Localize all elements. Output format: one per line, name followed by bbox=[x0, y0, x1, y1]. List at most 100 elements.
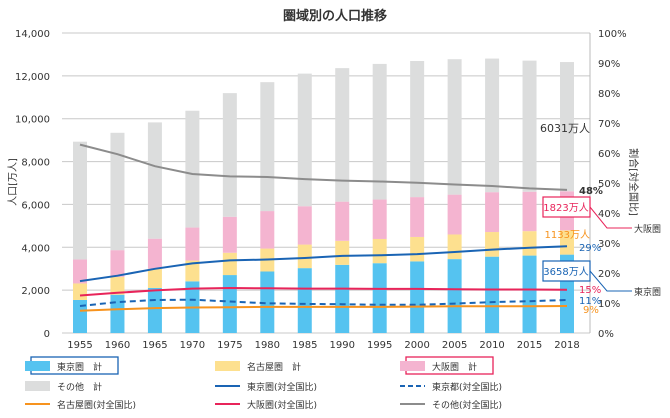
bar-segment bbox=[185, 260, 200, 282]
legend-swatch bbox=[25, 361, 50, 371]
bar-segment bbox=[110, 132, 125, 251]
y-right-tick-label: 20% bbox=[598, 269, 620, 280]
bar-segment bbox=[147, 268, 162, 288]
legend-label: 名古屋圏 計 bbox=[247, 361, 301, 373]
bar-segment bbox=[485, 232, 500, 257]
bar-segment bbox=[335, 240, 350, 265]
legend-label: 東京都(対全国比) bbox=[432, 381, 502, 393]
bar-segment bbox=[335, 201, 350, 241]
bar-segment bbox=[147, 122, 162, 239]
x-tick-label: 1955 bbox=[67, 340, 92, 351]
bar-segment bbox=[522, 255, 537, 333]
series-line bbox=[79, 298, 568, 307]
y-tick-label: 2,000 bbox=[21, 286, 50, 297]
chart-title: 圏域別の人口推移 bbox=[283, 8, 387, 24]
bar-segment bbox=[222, 93, 237, 217]
tokyo-total-label: 3658万人 bbox=[543, 266, 588, 278]
y-tick-label: 12,000 bbox=[15, 72, 50, 83]
bar-segment bbox=[447, 194, 462, 235]
osaka-pct-label: 15% bbox=[579, 285, 601, 296]
bar-segment bbox=[372, 199, 387, 239]
bar-segment bbox=[260, 271, 275, 333]
legend-label: その他(対全国比) bbox=[432, 399, 502, 411]
y-right-tick-label: 30% bbox=[598, 239, 620, 250]
bar-segment bbox=[110, 250, 125, 277]
x-tick-label: 1970 bbox=[180, 340, 205, 351]
legend-label: 東京圏(対全国比) bbox=[247, 381, 317, 393]
bar-segment bbox=[485, 58, 500, 193]
bar-segment bbox=[560, 62, 574, 192]
y-right-tick-label: 90% bbox=[598, 59, 620, 70]
bar-segment bbox=[222, 275, 237, 333]
bar-segment bbox=[522, 191, 537, 232]
y-right-tick-label: 80% bbox=[598, 89, 620, 100]
bar-segment bbox=[73, 283, 87, 300]
legend-label: 大阪圏 計 bbox=[432, 361, 477, 373]
bar-segment bbox=[560, 230, 574, 255]
osaka-total-label: 1823万人 bbox=[543, 202, 588, 214]
bar-segment bbox=[335, 68, 350, 202]
bar-segment bbox=[260, 82, 275, 212]
x-tick-label: 2015 bbox=[517, 340, 542, 351]
bar-segment bbox=[410, 261, 425, 333]
x-tick-label: 1975 bbox=[217, 340, 242, 351]
bar-segment bbox=[147, 287, 162, 333]
bar-segment bbox=[485, 256, 500, 333]
bar-segment bbox=[297, 268, 312, 333]
y-tick-label: 8,000 bbox=[21, 158, 50, 169]
bar-segment bbox=[485, 192, 500, 233]
bar-segment bbox=[110, 294, 125, 333]
bar-segment bbox=[110, 276, 125, 295]
y-tick-label: 6,000 bbox=[21, 200, 50, 211]
y-right-tick-label: 70% bbox=[598, 119, 620, 130]
series-line bbox=[79, 143, 568, 191]
x-tick-label: 1960 bbox=[105, 340, 130, 351]
legend-swatch bbox=[25, 381, 50, 391]
nagoya-total-label: 1133万人 bbox=[545, 229, 590, 241]
x-tick-label: 1965 bbox=[142, 340, 167, 351]
x-tick-label: 2018 bbox=[554, 340, 579, 351]
bar-segment bbox=[372, 263, 387, 333]
bar-segment bbox=[147, 238, 162, 269]
x-tick-label: 1980 bbox=[255, 340, 280, 351]
bar-segment bbox=[372, 63, 387, 200]
bar-segment bbox=[73, 299, 87, 333]
y-right-tick-label: 0% bbox=[598, 329, 614, 340]
tokyo-callout-label: 東京圏 bbox=[634, 286, 661, 298]
legend-label: 大阪圏(対全国比) bbox=[247, 399, 317, 411]
bar-segment bbox=[297, 244, 312, 269]
bar-segment bbox=[297, 73, 312, 207]
x-tick-label: 1990 bbox=[330, 340, 355, 351]
legend-label: 名古屋圏(対全国比) bbox=[57, 399, 136, 411]
y-axis-right-label: 割合[対全国比] bbox=[627, 148, 640, 216]
bar-segment bbox=[185, 227, 200, 261]
x-tick-label: 2010 bbox=[479, 340, 504, 351]
nagoya-pct-label: 9% bbox=[583, 305, 599, 316]
y-right-tick-label: 40% bbox=[598, 209, 620, 220]
bar-segment bbox=[410, 197, 425, 237]
series-line bbox=[79, 286, 568, 297]
legend-label: その他 計 bbox=[57, 381, 102, 393]
series-line bbox=[79, 245, 568, 283]
bar-segment bbox=[73, 259, 87, 284]
y-tick-label: 4,000 bbox=[21, 243, 50, 254]
bar-segment bbox=[447, 234, 462, 260]
other-total-label: 6031万人 bbox=[540, 122, 590, 135]
x-tick-label: 2000 bbox=[404, 340, 429, 351]
bar-segment bbox=[73, 141, 87, 260]
osaka-callout-label: 大阪圏 bbox=[634, 223, 661, 235]
y-right-tick-label: 60% bbox=[598, 149, 620, 160]
legend-swatch bbox=[400, 361, 425, 371]
y-right-tick-label: 50% bbox=[598, 179, 620, 190]
y-right-tick-label: 100% bbox=[598, 29, 627, 40]
bar-segment bbox=[447, 259, 462, 333]
bar-segment bbox=[335, 264, 350, 333]
bar-segment bbox=[260, 211, 275, 249]
y-axis-label: 人口[万人] bbox=[7, 158, 19, 206]
bar-segment bbox=[410, 236, 425, 262]
bar-segment bbox=[372, 238, 387, 264]
x-tick-label: 1985 bbox=[292, 340, 317, 351]
legend-label: 東京圏 計 bbox=[57, 361, 102, 373]
